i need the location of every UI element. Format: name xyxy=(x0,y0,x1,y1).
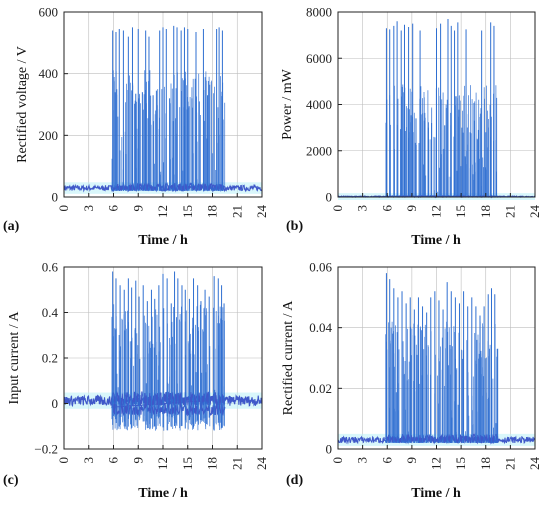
ytick-label-b-3: 6000 xyxy=(306,51,332,66)
xtick-label-b-7: 21 xyxy=(502,205,517,218)
xtick-label-d-5: 15 xyxy=(453,457,468,470)
ytick-label-a-2: 400 xyxy=(39,66,59,81)
x-axis-label-a: Time / h xyxy=(138,233,188,248)
xtick-label-d-8: 24 xyxy=(527,457,542,471)
xtick-label-d-0: 0 xyxy=(330,457,345,464)
xtick-label-b-5: 15 xyxy=(453,205,468,218)
xtick-label-a-7: 21 xyxy=(229,205,244,218)
xtick-label-d-1: 3 xyxy=(355,457,370,464)
y-axis-label-c: Input current / A xyxy=(7,311,22,405)
xtick-label-b-6: 18 xyxy=(478,205,493,218)
panel-c: −0.200.20.40.6 0 3 6 9 12 15 18 21 24 Input curr… xyxy=(3,260,269,502)
xtick-label-b-0: 0 xyxy=(330,205,345,212)
panel-label-b: (b) xyxy=(286,219,303,234)
xtick-label-d-4: 12 xyxy=(429,457,444,470)
xtick-label-a-1: 3 xyxy=(81,205,96,212)
xtick-label-c-5: 15 xyxy=(180,457,195,470)
panel-b: 0 2000 4000 6000 8000 0 3 6 9 12 15 18 21 24 Power /… xyxy=(280,5,542,249)
plot-area-b xyxy=(337,12,536,200)
xtick-label-a-5: 15 xyxy=(180,205,195,218)
xtick-label-a-4: 12 xyxy=(155,205,170,218)
xtick-label-a-3: 9 xyxy=(130,205,145,212)
series-baseline-d xyxy=(337,435,536,445)
ytick-label-b-0: 0 xyxy=(326,190,333,205)
panel-label-c: (c) xyxy=(3,473,19,488)
ytick-label-a-1: 200 xyxy=(39,128,59,143)
xtick-label-b-2: 6 xyxy=(379,205,394,212)
panel-a: 0 200 400 600 0 3 6 9 12 15 18 21 24 Rectified volt… xyxy=(3,5,269,249)
ytick-label-d-0: 0 xyxy=(326,442,333,457)
xtick-label-c-0: 0 xyxy=(56,457,71,464)
ytick-label-b-4: 8000 xyxy=(306,5,332,20)
y-ticks-c: −0.2 0 0.2 0.4 0.6 xyxy=(34,260,68,457)
xtick-label-d-6: 18 xyxy=(478,457,493,470)
panel-label-d: (d) xyxy=(286,473,303,488)
xtick-label-b-3: 9 xyxy=(404,205,419,212)
xtick-label-b-1: 3 xyxy=(355,205,370,212)
ytick-label-c-1: 0 xyxy=(52,396,59,411)
y-ticks-b: 0 2000 4000 6000 8000 xyxy=(306,5,342,205)
xtick-label-d-2: 6 xyxy=(379,457,394,464)
xtick-label-c-3: 9 xyxy=(130,457,145,464)
xtick-label-d-3: 9 xyxy=(404,457,419,464)
ytick-label-c-4: 0.6 xyxy=(42,260,59,275)
x-axis-label-c: Time / h xyxy=(138,486,188,501)
ytick-label-d-3: 0.06 xyxy=(309,260,332,275)
x-ticks-a: 0 3 6 9 12 15 18 21 24 xyxy=(56,193,269,218)
y-axis-label-b: Power / mW xyxy=(280,68,295,140)
series-active-band-c xyxy=(111,390,226,417)
series-active-band-a xyxy=(111,181,226,193)
xtick-label-c-8: 24 xyxy=(254,457,269,471)
x-ticks-d: 0 3 6 9 12 15 18 21 24 xyxy=(330,445,542,470)
ytick-label-a-3: 600 xyxy=(39,5,59,20)
series-active-band-d xyxy=(385,432,499,445)
x-axis-label-d: Time / h xyxy=(411,486,461,501)
xtick-label-c-7: 21 xyxy=(229,457,244,470)
xtick-label-c-1: 3 xyxy=(81,457,96,464)
plot-area-d xyxy=(337,267,536,449)
xtick-label-c-4: 12 xyxy=(155,457,170,470)
panel-label-a: (a) xyxy=(3,219,20,234)
ytick-label-b-2: 4000 xyxy=(306,97,332,112)
y-ticks-a: 0 200 400 600 xyxy=(39,5,68,205)
x-ticks-c: 0 3 6 9 12 15 18 21 24 xyxy=(56,445,269,470)
xtick-label-a-6: 18 xyxy=(205,205,220,218)
xtick-label-a-8: 24 xyxy=(254,205,269,219)
ytick-label-c-3: 0.4 xyxy=(42,305,59,320)
x-ticks-b: 0 3 6 9 12 15 18 21 24 xyxy=(330,193,542,218)
y-ticks-d: 0 0.02 0.04 0.06 xyxy=(309,260,342,457)
ytick-label-b-1: 2000 xyxy=(306,143,332,158)
ytick-label-c-0: −0.2 xyxy=(34,442,58,457)
ytick-label-c-2: 0.2 xyxy=(42,351,58,366)
panel-d: 0 0.02 0.04 0.06 0 3 6 9 12 15 18 21 24 Rectified c… xyxy=(281,260,542,502)
xtick-label-c-6: 18 xyxy=(205,457,220,470)
series-spikes-b xyxy=(385,84,498,197)
xtick-label-d-7: 21 xyxy=(502,457,517,470)
xtick-label-a-2: 6 xyxy=(106,205,121,212)
ytick-label-d-1: 0.02 xyxy=(309,381,332,396)
y-axis-label-d: Rectified current / A xyxy=(281,300,296,416)
plot-area-c xyxy=(63,267,263,449)
x-axis-label-b: Time / h xyxy=(411,233,461,248)
plot-area-a xyxy=(63,12,263,197)
xtick-label-a-0: 0 xyxy=(56,205,71,212)
ytick-label-d-2: 0.04 xyxy=(309,320,332,335)
xtick-label-b-8: 24 xyxy=(527,205,542,219)
ytick-label-a-0: 0 xyxy=(52,190,59,205)
y-axis-label-a: Rectified voltage / V xyxy=(15,46,30,163)
xtick-label-c-2: 6 xyxy=(106,457,121,464)
xtick-label-b-4: 12 xyxy=(429,205,444,218)
